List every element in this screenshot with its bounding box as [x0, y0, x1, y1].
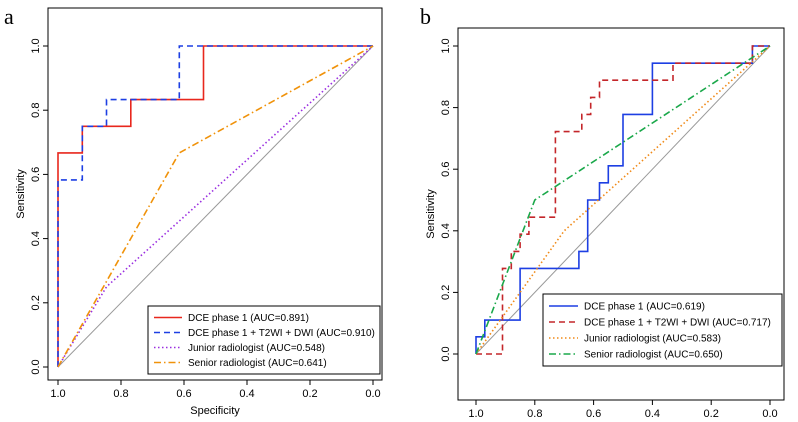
x-tick-label: 0.8	[527, 408, 542, 420]
reference-diagonal	[475, 45, 771, 355]
legend-entry: Senior radiologist (AUC=0.641)	[188, 358, 327, 369]
roc-panel-b: b1.00.80.60.40.20.00.00.20.40.60.81.0Spe…	[420, 4, 785, 420]
legend-entry: Senior radiologist (AUC=0.650)	[584, 350, 723, 361]
roc-curve-1	[475, 45, 770, 354]
y-axis-label: Sensitivity	[15, 169, 27, 219]
legend-entry: DCE phase 1 (AUC=0.619)	[584, 302, 705, 313]
x-axis-label: Specificity	[190, 405, 240, 417]
x-tick-label: 0.4	[239, 388, 254, 400]
y-tick-label: 0.0	[440, 346, 452, 361]
x-tick-label: 1.0	[468, 408, 483, 420]
legend-entry: Junior radiologist (AUC=0.583)	[584, 334, 721, 345]
y-tick-label: 0.4	[30, 231, 42, 246]
x-tick-label: 0.0	[365, 388, 380, 400]
y-tick-label: 0.8	[440, 100, 452, 115]
y-tick-label: 0.6	[30, 167, 42, 182]
reference-diagonal	[57, 45, 374, 368]
roc-curve-2	[476, 45, 770, 355]
x-tick-label: 0.8	[113, 388, 128, 400]
panel-letter: a	[4, 4, 14, 29]
x-tick-label: 0.4	[645, 408, 660, 420]
legend-box	[542, 293, 783, 367]
panel-letter: b	[420, 4, 431, 29]
plot-frame	[47, 7, 383, 381]
y-axis-label: Sensitivity	[425, 189, 437, 239]
legend-entry: DCE phase 1 (AUC=0.891)	[188, 313, 309, 324]
legend-box	[147, 305, 381, 375]
x-tick-label: 1.0	[50, 388, 65, 400]
y-tick-label: 0.2	[30, 295, 42, 310]
x-tick-label: 0.2	[704, 408, 719, 420]
x-tick-label: 0.0	[762, 408, 777, 420]
y-tick-label: 0.6	[440, 162, 452, 177]
roc-curve-2	[57, 45, 373, 367]
legend-entry: Junior radiologist (AUC=0.548)	[188, 343, 325, 354]
y-tick-label: 0.0	[30, 359, 42, 374]
x-tick-label: 0.6	[586, 408, 601, 420]
y-tick-label: 1.0	[30, 38, 42, 53]
legend-entry: DCE phase 1 + T2WI + DWI (AUC=0.910)	[188, 328, 375, 339]
roc-curve-4	[57, 45, 374, 368]
plot-frame	[457, 27, 785, 401]
roc-curve-3	[57, 45, 374, 368]
y-tick-label: 0.8	[30, 103, 42, 118]
roc-curve-1	[57, 45, 373, 367]
roc-curve-4	[475, 45, 771, 355]
legend-entry: DCE phase 1 + T2WI + DWI (AUC=0.717)	[584, 318, 771, 329]
y-tick-label: 0.2	[440, 285, 452, 300]
y-tick-label: 0.4	[440, 223, 452, 238]
roc-panel-a: a 1.0 0.8 0.6 0.4 0.2 0.0 0.0 0.2 0.4 0.6 0.8 1.0 Spe…	[4, 4, 383, 417]
y-tick-label: 1.0	[440, 38, 452, 53]
x-tick-label: 0.6	[176, 388, 191, 400]
x-tick-label: 0.2	[302, 388, 317, 400]
